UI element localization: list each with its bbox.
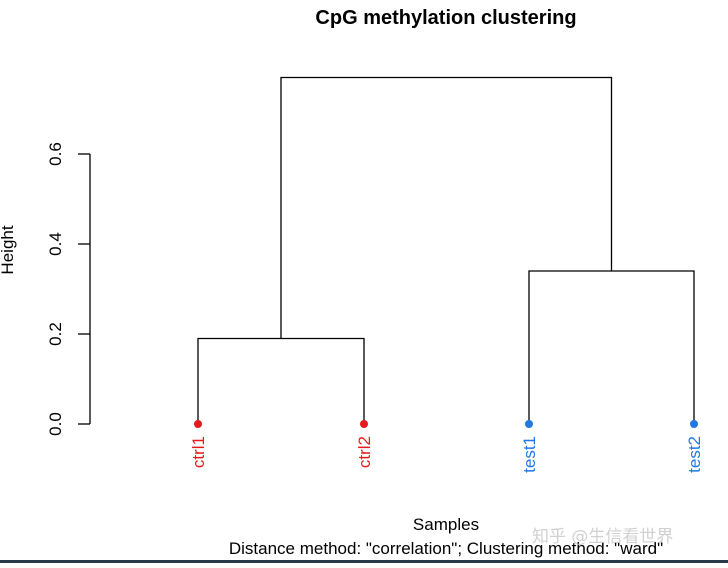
- y-axis: 0.0 0.2 0.4 0.6: [46, 142, 91, 436]
- bottom-divider: [0, 560, 728, 563]
- branch-test: [528, 270, 695, 424]
- leaf-point: [194, 420, 202, 428]
- leaf-point: [690, 420, 698, 428]
- x-axis-label: Samples: [413, 515, 479, 534]
- dendrogram-branches: [197, 76, 695, 424]
- branch-root: [280, 76, 613, 339]
- y-tick-label: 0.6: [46, 142, 65, 166]
- y-tick-label: 0.4: [46, 232, 65, 256]
- branch-ctrl: [197, 337, 365, 424]
- leaf-point: [525, 420, 533, 428]
- leaf-point: [360, 420, 368, 428]
- leaf-label: test1: [520, 436, 539, 473]
- leaf-label: ctrl2: [355, 436, 374, 468]
- y-tick-label: 0.2: [46, 322, 65, 346]
- watermark: 知乎 @生信看世界: [532, 527, 674, 547]
- y-tick-label: 0.0: [46, 412, 65, 436]
- y-axis-label: Height: [0, 225, 17, 274]
- leaf-label: test2: [685, 436, 704, 473]
- dendrogram-leaves: ctrl1 ctrl2 test1 test2: [189, 420, 704, 473]
- leaf-label: ctrl1: [189, 436, 208, 468]
- chart-subtitle: Distance method: "correlation"; Clusteri…: [229, 539, 663, 558]
- chart-title: CpG methylation clustering: [315, 7, 576, 29]
